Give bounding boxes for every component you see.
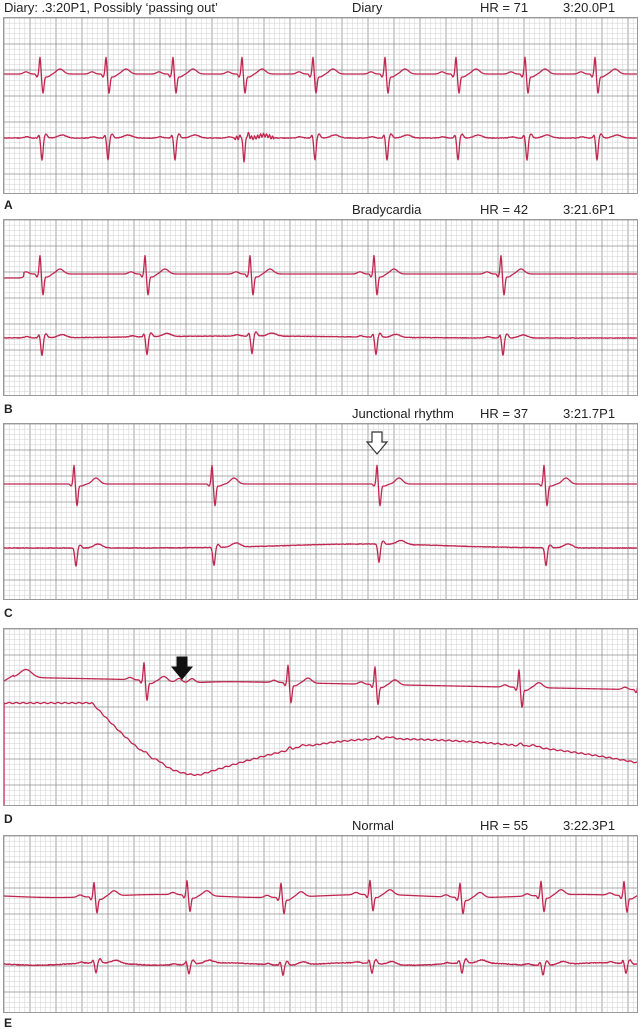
ecg-strip-d <box>3 628 638 806</box>
ecg-grid <box>4 18 637 193</box>
lead-1-trace <box>4 464 637 507</box>
filled-arrow-icon <box>170 656 194 680</box>
panel-letter-e: E <box>4 1016 13 1030</box>
ecg-grid <box>4 836 637 1012</box>
hr-label-e: HR = 55 <box>480 818 529 833</box>
panel-letter-c: C <box>4 606 13 620</box>
ecg-trace-a <box>4 18 637 193</box>
ecg-grid <box>4 629 637 805</box>
ecg-trace-d <box>4 629 637 805</box>
ecg-grid <box>4 424 637 599</box>
ecg-strip-c <box>3 423 638 600</box>
diary-note: Diary: .3:20P1, Possibly ‘passing out’ <box>4 0 218 15</box>
ecg-trace-e <box>4 836 637 1012</box>
open-arrow-icon <box>365 431 389 455</box>
hr-label-c: HR = 37 <box>480 406 529 421</box>
lead-2-trace <box>4 539 637 567</box>
hr-label-b: HR = 42 <box>480 202 529 217</box>
lead-2-trace <box>4 131 637 163</box>
ecg-trace-b <box>4 220 637 395</box>
ecg-strip-b <box>3 219 638 396</box>
lead-1-trace <box>4 879 637 915</box>
ecg-strip-a <box>3 17 638 194</box>
time-label-e: 3:22.3P1 <box>563 818 616 833</box>
time-label-a: 3:20.0P1 <box>563 0 616 15</box>
panel-letter-d: D <box>4 812 13 826</box>
time-label-b: 3:21.6P1 <box>563 202 616 217</box>
event-label-e: Normal <box>352 818 394 833</box>
panel-letter-a: A <box>4 198 13 212</box>
lead-1-trace <box>4 661 637 708</box>
ecg-trace-c <box>4 424 637 599</box>
lead-1-trace <box>4 255 637 296</box>
event-label-a: Diary <box>352 0 383 15</box>
hr-label-a: HR = 71 <box>480 0 529 15</box>
lead-2-trace <box>4 957 637 977</box>
event-label-c: Junctional rhythm <box>352 406 454 421</box>
lead-1-trace <box>4 56 637 94</box>
lead-2-trace <box>4 701 637 805</box>
event-label-b: Bradycardia <box>352 202 422 217</box>
ecg-grid <box>4 220 637 395</box>
time-label-c: 3:21.7P1 <box>563 406 616 421</box>
lead-2-trace <box>4 331 637 357</box>
panel-letter-b: B <box>4 402 13 416</box>
ecg-strip-e <box>3 835 638 1013</box>
